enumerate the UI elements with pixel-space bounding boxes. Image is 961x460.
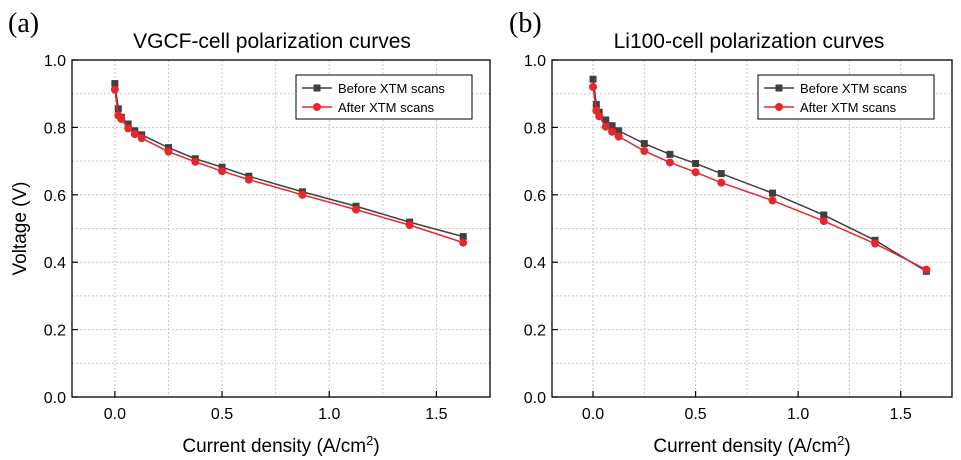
y-tick-label: 0.4: [44, 255, 66, 272]
legend: Before XTM scans After XTM scans: [757, 74, 935, 120]
legend-marker: [775, 84, 783, 92]
x-axis-label: Current density (A/cm2): [653, 433, 850, 458]
data-point: [819, 217, 828, 226]
y-tick-label: 0.8: [524, 120, 546, 137]
data-point: [692, 159, 700, 167]
data-point: [218, 167, 227, 176]
data-point: [595, 112, 604, 121]
data-point: [871, 239, 880, 248]
x-tick-label: 0.5: [684, 406, 706, 423]
series-after: [589, 82, 931, 274]
data-point: [137, 134, 146, 143]
data-point: [405, 221, 414, 230]
data-point: [164, 147, 173, 156]
chart-panel-a: (a) VGCF-cell polarization curves 0.0 0.5 1.…: [8, 8, 491, 458]
data-point: [111, 80, 119, 88]
y-tick-label: 0.8: [44, 120, 66, 137]
data-point: [820, 211, 828, 219]
x-tick-label: 0.0: [582, 406, 604, 423]
panel-label: (a): [8, 8, 39, 39]
data-point: [114, 105, 122, 113]
legend-marker: [313, 84, 321, 92]
data-point: [640, 146, 649, 155]
data-point: [691, 168, 700, 177]
y-axis-label: Voltage (V): [10, 182, 31, 276]
legend: Before XTM scans After XTM scans: [295, 74, 473, 120]
data-point: [769, 189, 777, 197]
chart-panel-b: (b) Li100-cell polarization curves 0.0 0.5 1…: [509, 8, 953, 458]
plot-frame: [71, 59, 491, 398]
data-point: [640, 140, 648, 148]
data-point: [117, 114, 126, 123]
data-point: [459, 233, 467, 241]
x-tick-label: 0.0: [104, 406, 126, 423]
legend-entry: After XTM scans: [800, 100, 897, 115]
legend-box: [757, 74, 935, 120]
data-point: [589, 75, 597, 83]
legend-marker: [313, 103, 321, 111]
series-after: [110, 85, 468, 247]
data-point: [130, 130, 139, 139]
data-point: [589, 82, 598, 91]
x-axis-label: Current density (A/cm2): [182, 433, 379, 458]
y-tick-label: 0.2: [44, 323, 66, 340]
x-tick-label: 1.0: [787, 406, 809, 423]
legend-box: [295, 74, 473, 120]
data-point: [768, 196, 777, 205]
legend-entry: Before XTM scans: [800, 81, 907, 96]
data-point: [218, 163, 226, 171]
chart-title: Li100-cell polarization curves: [614, 30, 885, 53]
y-tick-label: 0.6: [524, 188, 546, 205]
data-point: [608, 122, 616, 130]
y-tick-label: 0.0: [44, 390, 66, 407]
legend-entry: After XTM scans: [338, 100, 435, 115]
y-tick-label: 0.4: [524, 255, 546, 272]
x-tick-label: 1.0: [318, 406, 340, 423]
y-tick-label: 0.6: [44, 188, 66, 205]
x-tick-label: 1.5: [890, 406, 912, 423]
y-tick-label: 0.2: [524, 323, 546, 340]
panel-label: (b): [509, 8, 542, 39]
data-point: [124, 120, 132, 128]
data-point: [298, 190, 307, 199]
legend-entry: Before XTM scans: [338, 81, 445, 96]
data-point: [592, 100, 600, 108]
data-point: [614, 132, 623, 141]
data-point: [601, 122, 610, 131]
data-point: [717, 178, 726, 187]
data-point: [666, 150, 674, 158]
legend-marker: [775, 103, 783, 111]
y-tick-label: 1.0: [524, 53, 546, 70]
data-point: [717, 170, 725, 178]
data-point: [110, 85, 119, 94]
data-point: [665, 158, 674, 167]
data-point: [608, 127, 617, 136]
data-point: [244, 175, 253, 184]
y-tick-label: 1.0: [44, 53, 66, 70]
data-point: [602, 116, 610, 124]
x-tick-label: 1.5: [425, 406, 447, 423]
data-point: [459, 238, 468, 247]
data-point: [191, 157, 200, 166]
data-point: [124, 124, 133, 133]
plot-frame: [551, 59, 953, 398]
chart-title: VGCF-cell polarization curves: [133, 30, 411, 53]
data-point: [164, 144, 172, 152]
data-point: [615, 127, 623, 135]
x-tick-label: 0.5: [211, 406, 233, 423]
y-tick-label: 0.0: [524, 390, 546, 407]
data-point: [352, 205, 361, 214]
data-point: [922, 265, 931, 274]
